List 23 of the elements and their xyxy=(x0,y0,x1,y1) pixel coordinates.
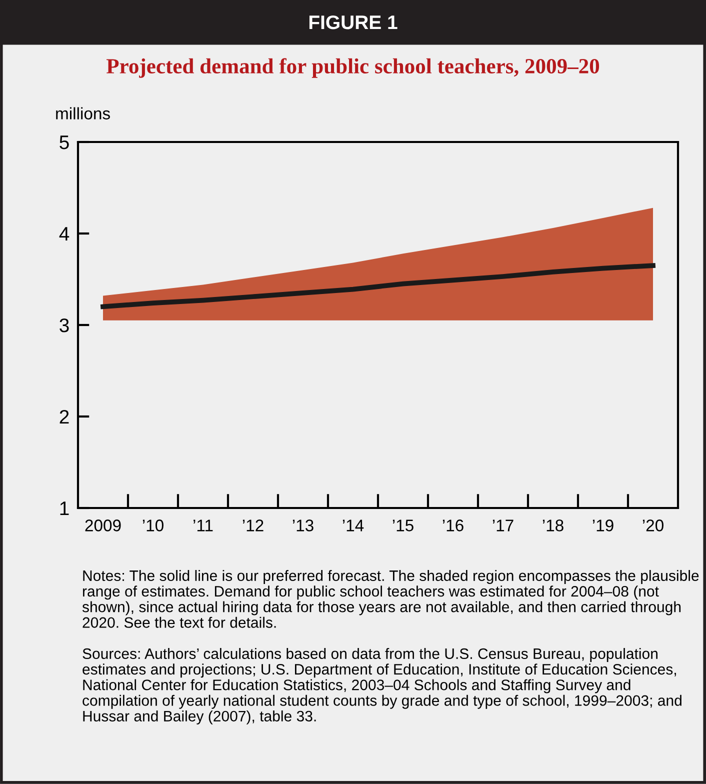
x-tick-label: ’19 xyxy=(592,520,614,532)
y-tick-label: 3 xyxy=(60,318,69,332)
x-tick-label: ’15 xyxy=(392,520,414,532)
x-tick-label: ’16 xyxy=(442,520,464,532)
y-tick-label: 2 xyxy=(60,410,69,424)
chart-title: FIGURE 1 xyxy=(309,15,398,30)
x-tick-label: 2009 xyxy=(85,520,121,532)
y-axis-title: millions xyxy=(56,107,110,120)
x-tick-label: ’20 xyxy=(642,520,664,532)
text: Notes: The solid line is our preferred forecast. The shaded region encompasses the plausible range of estimates. Demand for public school teachers was estimated for 2004–08 (not shown), since actual hiring data for those years are not available, and then carried through 2020. See the text for details. xyxy=(82,570,699,628)
x-tick-label: ’10 xyxy=(142,520,164,532)
y-tick-label: 5 xyxy=(60,136,69,150)
x-tick-label: ’17 xyxy=(492,520,514,532)
line-series xyxy=(100,263,656,310)
y-tick-label: 1 xyxy=(60,502,69,516)
source-note: Sources: Authors’ calculations based on data from the U.S. Census Bureau, population estimates and projections; U.S. Department of Education, Institute of Education Sciences, National Center for Education Statistics, 2003–04 Schools and Staffing Survey and compilation of yearly national student counts by grade and type of school, 1999–2003; and Hussar and Bailey (2007), table 33. xyxy=(82,648,682,724)
chart-subtitle: Projected demand for public school teachers, 2009–20 xyxy=(106,58,600,78)
x-tick-label: ’12 xyxy=(242,520,264,532)
y-tick-label: 4 xyxy=(59,227,70,241)
x-tick-label: ’18 xyxy=(542,520,564,532)
x-tick-label: ’13 xyxy=(292,520,314,532)
x-tick-label: ’11 xyxy=(194,520,213,532)
x-tick-label: ’14 xyxy=(342,520,364,532)
